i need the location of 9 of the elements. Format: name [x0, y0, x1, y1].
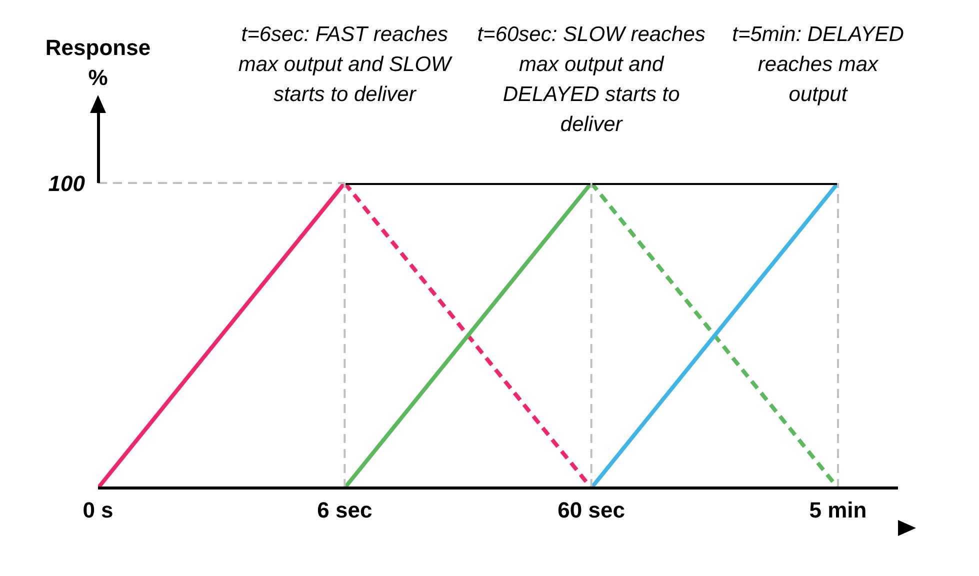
text: t=60sec: SLOW reaches max output and DELAYED starts to deliver — [476, 22, 706, 138]
text: t=5min: DELAYED reaches max output — [731, 22, 905, 108]
y-axis-title: Response % — [44, 34, 152, 92]
text: t=6sec: FAST reaches max output and SLOW starts to deliver — [237, 22, 454, 108]
x-tick-label: 6 sec — [317, 498, 372, 523]
x-tick-label: 5 min — [809, 498, 867, 523]
x-tick-label: 0 s — [82, 498, 114, 523]
ref-line-label: 100 — [48, 170, 86, 196]
x-tick-label: 60 sec — [558, 498, 625, 523]
